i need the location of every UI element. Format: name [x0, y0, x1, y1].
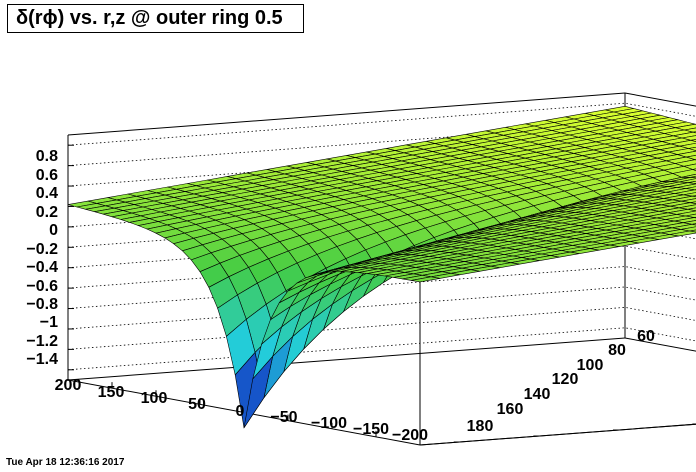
z-tick-label: 0: [49, 222, 58, 239]
grid-line: [67, 286, 696, 330]
x-tick-label: −50: [270, 409, 297, 426]
surface-cell: [688, 180, 696, 184]
timestamp: Tue Apr 18 12:36:16 2017: [6, 457, 125, 468]
z-tick-label: −1.2: [26, 333, 58, 350]
y-tick-label: 180: [467, 418, 494, 435]
box-edge: [624, 92, 696, 107]
surface-cell: [411, 276, 440, 283]
z-tick-label: −0.2: [26, 241, 58, 258]
z-tick-label: 0.8: [36, 148, 58, 165]
surface-cell: [687, 207, 696, 212]
box-edge: [67, 92, 626, 136]
x-tick-label: 100: [141, 390, 168, 407]
chart-title: δ(rϕ) vs. r,z @ outer ring 0.5: [7, 4, 304, 33]
z-tick-label: −0.6: [26, 278, 58, 295]
surface-mesh: [67, 105, 696, 429]
y-tick-label: 80: [608, 342, 626, 359]
x-tick-label: −200: [392, 427, 428, 444]
y-tick-label: 120: [552, 371, 579, 388]
z-tick-label: −1.4: [26, 351, 58, 368]
x-tick-label: 50: [188, 396, 206, 413]
y-tick-label: 140: [524, 386, 551, 403]
box-edge: [67, 337, 626, 381]
x-tick-label: 150: [98, 384, 125, 401]
z-tick-label: −0.8: [26, 296, 58, 313]
box-edge: [419, 423, 696, 446]
z-tick-label: 0.4: [36, 185, 58, 202]
z-tick-label: 0.6: [36, 167, 58, 184]
x-tick-label: −150: [353, 421, 389, 438]
z-tick-label: −1: [40, 314, 58, 331]
box-edge: [624, 337, 696, 352]
y-axis-line: [419, 423, 696, 446]
y-tick-label: 160: [497, 401, 524, 418]
x-axis-ticks: 200 150 100 50 0 −50 −100 −150 −200: [55, 377, 428, 444]
z-tick-label: 0.2: [36, 204, 58, 221]
x-tick-label: −100: [311, 415, 347, 432]
z-tick-label: −0.4: [26, 259, 58, 276]
y-tick-label: 60: [637, 328, 655, 345]
x-tick-label: 200: [55, 377, 82, 394]
z-axis-ticks: 0.8 0.6 0.4 0.2 0 −0.2 −0.4 −0.6 −0.8 −1…: [26, 148, 58, 368]
surface-cell: [688, 146, 696, 151]
y-axis-ticks: 180 160 140 120 100 80 60: [467, 328, 655, 435]
y-tick-label: 100: [577, 357, 604, 374]
x-tick-label: 0: [236, 403, 245, 420]
